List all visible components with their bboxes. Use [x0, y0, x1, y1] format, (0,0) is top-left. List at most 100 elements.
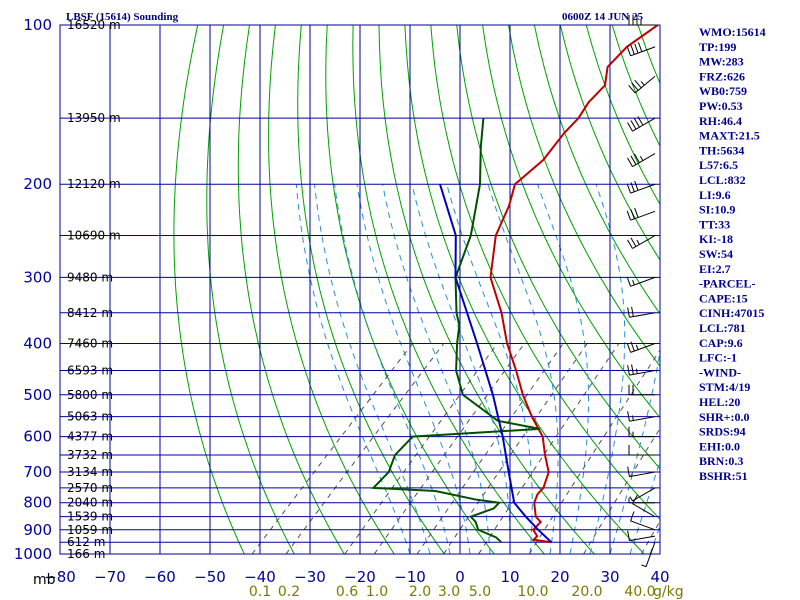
- temperature-tick-label: 40: [650, 568, 669, 586]
- pressure-tick-label: 800: [23, 494, 52, 512]
- wind-barb: [626, 276, 656, 287]
- pressure-tick-label: 200: [23, 175, 52, 193]
- wind-barb: [627, 530, 656, 542]
- wind-barb: [628, 445, 656, 456]
- chart-title-left: LBSF (15614) Sounding: [66, 11, 179, 23]
- moist-adiabat-line: [537, 184, 589, 554]
- temperature-tick-label: 10: [500, 568, 519, 586]
- pressure-tick-label: 500: [23, 386, 52, 404]
- dry-adiabat-line: [268, 25, 395, 554]
- mixing-ratio-label: 40.0: [624, 584, 655, 600]
- chart-title-right: 0600Z 14 JUN 25: [562, 11, 643, 23]
- dry-adiabat-line: [206, 25, 295, 554]
- height-label: 7460 m: [67, 336, 113, 350]
- plot-frame: [59, 24, 661, 555]
- wind-barb: [628, 75, 656, 94]
- temperature-tick-label: 20: [550, 568, 569, 586]
- sounding-indices-panel: WMO:15614TP:199MW:283FRZ:626WB0:759PW:0.…: [699, 25, 766, 483]
- moist-adiabat-line: [382, 184, 491, 554]
- dry-adiabat-line: [378, 25, 595, 554]
- height-label: 2040 m: [67, 496, 113, 510]
- mixing-ratio-label: 10.0: [517, 584, 548, 600]
- sounding-index-item: L57:6.5: [699, 158, 738, 172]
- sounding-index-item: PW:0.53: [699, 99, 743, 113]
- temperature-tick-label: −60: [144, 568, 176, 586]
- temperature-profile-line: [489, 25, 659, 544]
- pressure-tick-label: 1000: [14, 545, 52, 563]
- height-label: 1539 m: [67, 510, 113, 524]
- temperature-tick-label: 30: [600, 568, 619, 586]
- wind-barb: [627, 306, 656, 318]
- mixing-ratio-label: 0.6: [336, 584, 358, 600]
- dry-adiabat-line: [325, 25, 495, 554]
- parcel-profile-line: [439, 183, 552, 543]
- mixing-ratio-unit-label: g/kg: [653, 584, 684, 600]
- sounding-index-item: -PARCEL-: [699, 277, 755, 291]
- sounding-index-item: HEL:20: [699, 395, 740, 409]
- height-label: 12120 m: [67, 177, 121, 191]
- sounding-index-item: LI:9.6: [699, 188, 731, 202]
- height-label: 4377 m: [67, 430, 113, 444]
- sounding-index-item: EHI:0.0: [699, 439, 740, 453]
- dry-adiabat-line: [430, 25, 660, 521]
- grid-lines: [59, 24, 661, 555]
- temperature-tick-label: −30: [294, 568, 326, 586]
- wind-barb: [627, 364, 656, 376]
- wind-barbs: [626, 15, 656, 568]
- sounding-index-item: LCL:832: [699, 173, 746, 187]
- dry-adiabat-line: [559, 25, 660, 261]
- sounding-index-item: SI:10.9: [699, 203, 735, 217]
- height-label: 166 m: [67, 547, 105, 561]
- pressure-tick-label: 100: [23, 16, 52, 34]
- moist-adiabat-line: [487, 184, 559, 554]
- mixing-ratio-label: 3.0: [438, 584, 460, 600]
- height-label: 16520 m: [67, 18, 121, 32]
- temperature-tick-label: −80: [44, 568, 76, 586]
- mixing-ratio-label: 1.0: [366, 584, 388, 600]
- sounding-index-item: LCL:781: [699, 321, 746, 335]
- pressure-tick-label: 600: [23, 428, 52, 446]
- height-label: 10690 m: [67, 229, 121, 243]
- wind-barb: [626, 341, 656, 353]
- pressure-unit-label: mb: [33, 572, 56, 588]
- sounding-index-item: WMO:15614: [699, 25, 766, 39]
- sounding-index-item: MW:283: [699, 55, 744, 69]
- dry-adiabat-line: [352, 25, 545, 554]
- height-label: 6593 m: [67, 364, 113, 378]
- wind-barb: [641, 542, 656, 568]
- wind-barb: [629, 487, 656, 502]
- height-label: 3134 m: [67, 465, 113, 479]
- mixing-ratio-label: 5.0: [469, 584, 491, 600]
- moist-adiabat-line: [629, 459, 660, 554]
- temperature-tick-label: −20: [344, 568, 376, 586]
- wind-barb: [628, 426, 656, 438]
- sounding-index-item: RH:46.4: [699, 114, 742, 128]
- sounding-index-item: SHR+:0.0: [699, 410, 750, 424]
- height-label: 8412 m: [67, 306, 113, 320]
- sounding-index-item: -WIND-: [699, 365, 741, 379]
- sounding-index-item: TP:199: [699, 40, 736, 54]
- dry-adiabat-line: [173, 25, 245, 554]
- height-label: 9480 m: [67, 270, 113, 284]
- sounding-index-item: LFC:-1: [699, 351, 737, 365]
- mixing-ratio-label: 0.1: [249, 584, 271, 600]
- sounding-index-item: CAPE:15: [699, 291, 748, 305]
- sounding-index-item: SW:54: [699, 247, 733, 261]
- moist-adiabat-line: [589, 184, 626, 554]
- dry-adiabat-line: [456, 25, 660, 470]
- temperature-tick-label: −10: [394, 568, 426, 586]
- sounding-index-item: CAP:9.6: [699, 336, 743, 350]
- sounding-index-item: BSHR:51: [699, 469, 748, 483]
- data-series: [371, 25, 659, 544]
- sounding-index-item: STM:4/19: [699, 380, 750, 394]
- sounding-index-item: FRZ:626: [699, 69, 745, 83]
- wind-barb: [630, 511, 656, 531]
- height-label: 3732 m: [67, 448, 113, 462]
- wind-barb: [627, 411, 656, 422]
- wind-barb: [627, 116, 656, 132]
- height-label: 2570 m: [67, 481, 113, 495]
- sounding-index-item: EI:2.7: [699, 262, 731, 276]
- wind-barb: [627, 466, 656, 478]
